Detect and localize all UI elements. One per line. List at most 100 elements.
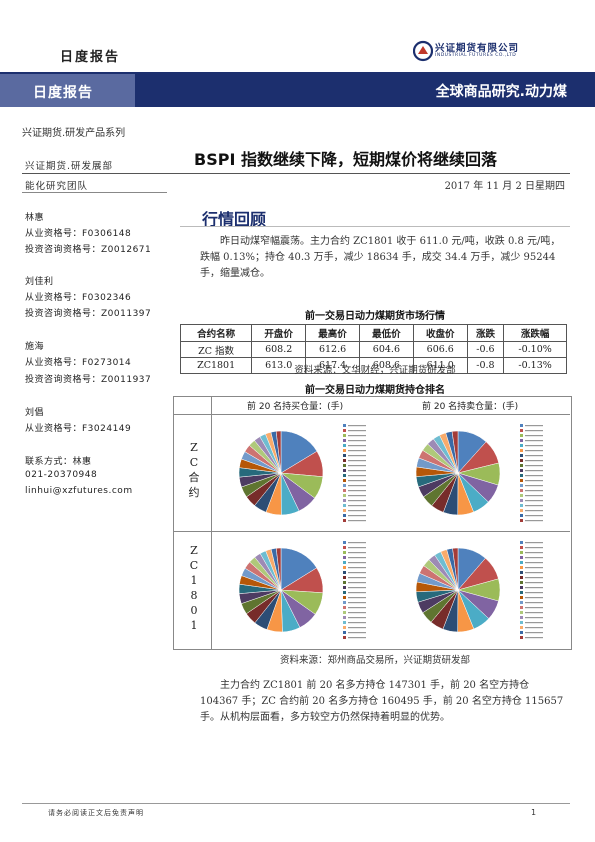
legend-swatch	[520, 546, 523, 549]
page-number: 1	[531, 808, 537, 817]
legend-swatch	[520, 541, 523, 544]
legend-entry	[348, 425, 366, 427]
report-date: 2017 年 11 月 2 日星期四	[444, 181, 565, 192]
analyst-license: 从业资格号：F0306148	[25, 229, 132, 239]
logo-mark-icon	[412, 40, 434, 62]
label-char: 1	[190, 619, 198, 632]
legend-entry	[348, 440, 366, 442]
contact-label: 联系方式：林惠	[25, 457, 92, 467]
legend-swatch	[520, 514, 523, 517]
legend-entry	[525, 510, 543, 512]
pie-chart-zc1801-buy	[238, 541, 366, 639]
legend-entry	[525, 607, 543, 609]
legend-swatch	[343, 611, 346, 614]
legend-swatch	[343, 454, 346, 457]
legend-entry	[348, 542, 366, 544]
header-rule	[0, 72, 595, 74]
department-name: 兴证期货.研发展部	[25, 161, 114, 172]
legend-entry	[525, 622, 543, 624]
legend-swatch	[343, 499, 346, 502]
legend-entry	[348, 557, 366, 559]
legend-entry	[348, 562, 366, 564]
legend-swatch	[343, 514, 346, 517]
legend-entry	[525, 440, 543, 442]
pie-chart-zc-buy	[238, 424, 366, 522]
legend-swatch	[343, 626, 346, 629]
legend-entry	[348, 577, 366, 579]
legend-entry	[348, 617, 366, 619]
legend-swatch	[520, 519, 523, 522]
banner-report-type: 日度报告	[33, 85, 93, 101]
legend-entry	[525, 485, 543, 487]
pie-chart-frame	[173, 396, 572, 650]
legend-entry	[525, 587, 543, 589]
table-header: 最高价	[305, 324, 360, 342]
legend-swatch	[520, 636, 523, 639]
legend-entry	[348, 455, 366, 457]
legend-entry	[525, 612, 543, 614]
legend-entry	[525, 632, 543, 634]
legend-swatch	[343, 444, 346, 447]
contact-email[interactable]: linhui@xzfutures.com	[25, 486, 133, 496]
label-char: 8	[190, 589, 198, 602]
legend-swatch	[520, 449, 523, 452]
legend-swatch	[520, 586, 523, 589]
legend-swatch	[520, 429, 523, 432]
legend-entry	[348, 490, 366, 492]
label-char: Z	[190, 544, 198, 557]
legend-swatch	[520, 494, 523, 497]
legend-entry	[348, 602, 366, 604]
table-cell: 611.0	[412, 357, 468, 374]
pie-row-label-zc: Z C 合 约	[184, 440, 204, 500]
header-banner-accent	[0, 74, 135, 107]
legend-swatch	[520, 561, 523, 564]
logo-subtitle: INDUSTRIAL FUTURES CO.,LTD	[435, 53, 517, 58]
legend-swatch	[520, 499, 523, 502]
legend-entry	[348, 485, 366, 487]
legend-entry	[348, 450, 366, 452]
legend-swatch	[520, 444, 523, 447]
legend-entry	[348, 500, 366, 502]
legend-swatch	[520, 601, 523, 604]
pie-chart-zc1801-sell	[415, 541, 543, 639]
analyst-name: 刘倡	[25, 408, 45, 418]
table-header: 合约名称	[179, 324, 253, 342]
legend-entry	[525, 520, 543, 522]
legend-swatch	[343, 424, 346, 427]
product-series: 兴证期货.研发产品系列	[22, 128, 126, 139]
legend-swatch	[520, 556, 523, 559]
legend-swatch	[520, 489, 523, 492]
legend-entry	[525, 505, 543, 507]
legend-swatch	[343, 636, 346, 639]
legend-entry	[348, 470, 366, 472]
table-cell: 612.6	[305, 341, 360, 358]
legend-swatch	[343, 556, 346, 559]
legend-swatch	[343, 576, 346, 579]
pie-slice	[452, 547, 459, 591]
pie-frame-divider	[211, 396, 212, 650]
legend-swatch	[343, 551, 346, 554]
table-cell: ZC 指数	[179, 341, 253, 358]
legend-swatch	[343, 586, 346, 589]
legend-entry	[525, 475, 543, 477]
legend-entry	[348, 475, 366, 477]
table-cell: 606.6	[412, 341, 468, 358]
legend-swatch	[343, 566, 346, 569]
contact-phone: 021-20370948	[25, 470, 98, 480]
legend-swatch	[343, 429, 346, 432]
section-divider	[180, 226, 570, 227]
legend-swatch	[520, 469, 523, 472]
legend-entry	[348, 520, 366, 522]
label-char: 0	[190, 604, 198, 617]
legend-swatch	[520, 459, 523, 462]
title-divider	[22, 173, 570, 174]
legend-swatch	[343, 479, 346, 482]
legend-entry	[525, 577, 543, 579]
pie-frame-divider	[173, 531, 570, 532]
legend-entry	[348, 607, 366, 609]
legend-entry	[525, 562, 543, 564]
legend-entry	[348, 632, 366, 634]
footer-divider	[22, 803, 570, 804]
legend-entry	[348, 622, 366, 624]
label-char: 合	[188, 471, 200, 484]
